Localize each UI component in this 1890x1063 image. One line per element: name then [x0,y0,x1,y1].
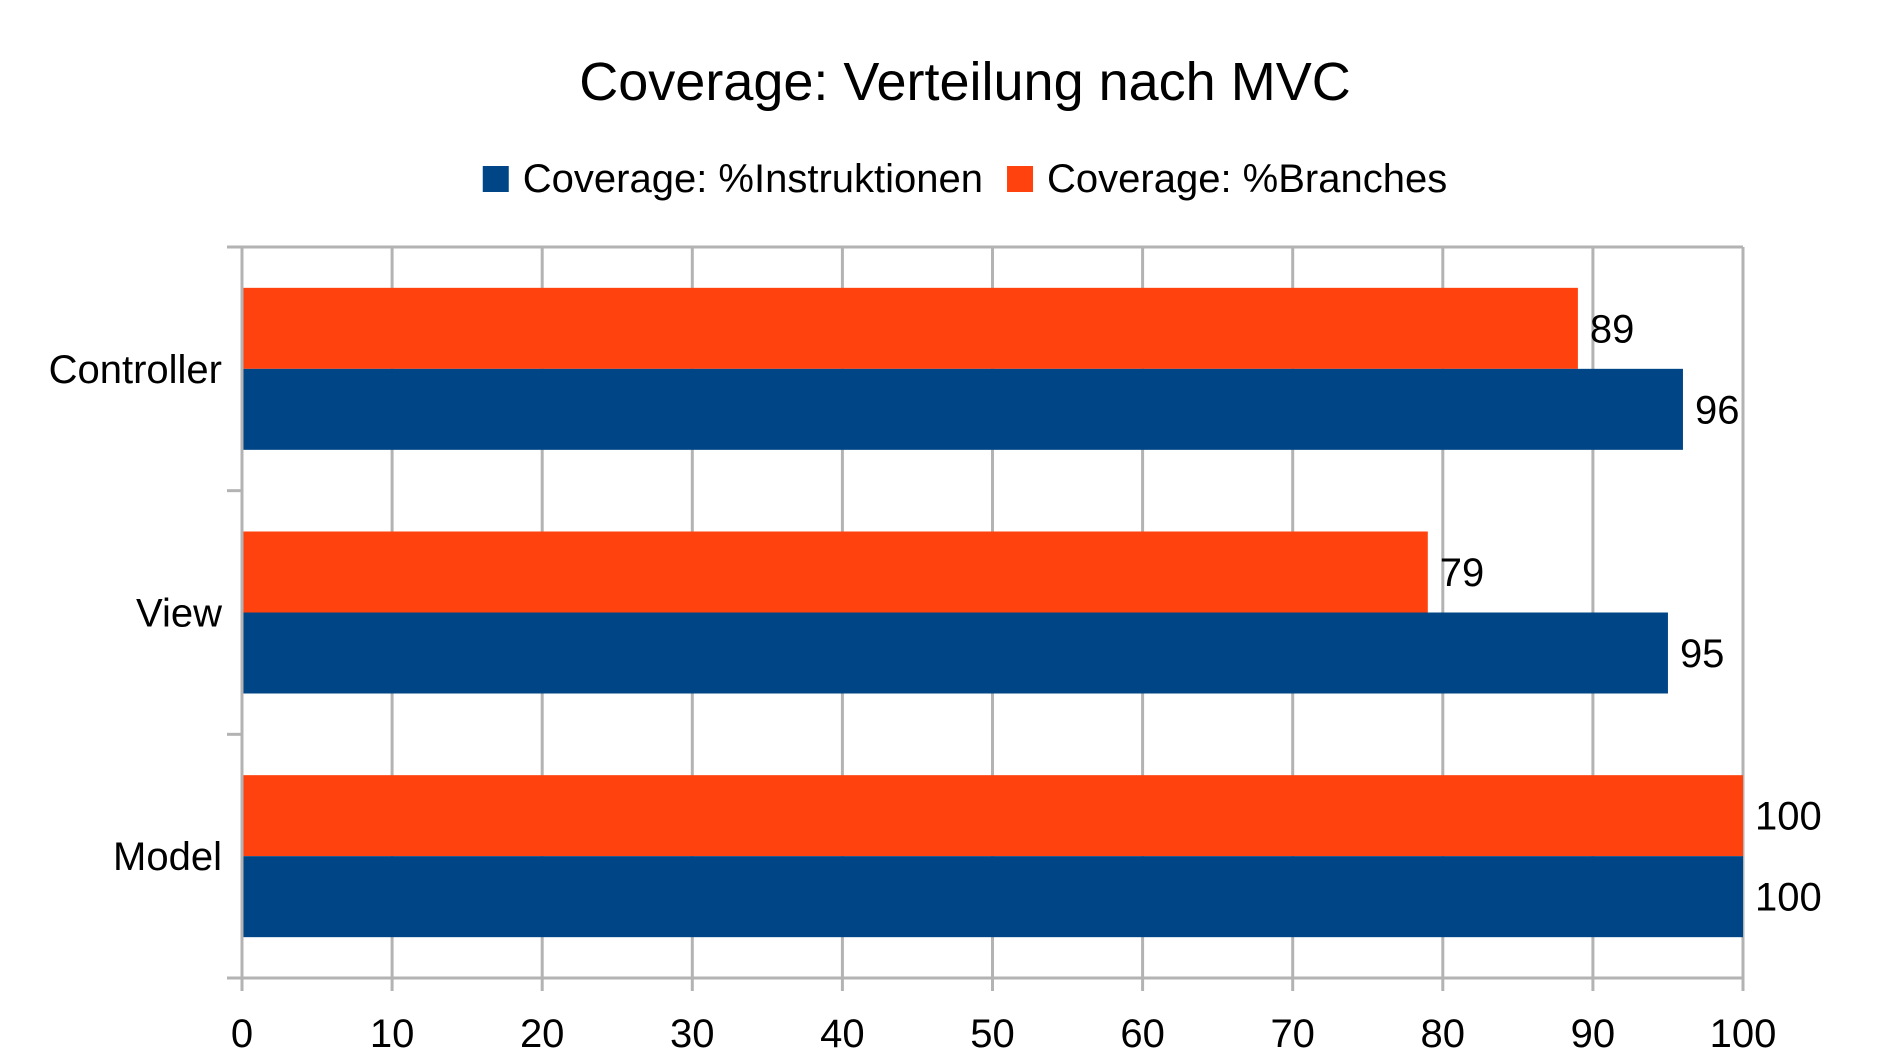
x-tick-label: 30 [670,1012,715,1056]
x-tick-label: 50 [970,1012,1015,1056]
legend: Coverage: %Instruktionen Coverage: %Branc… [482,157,1447,201]
legend-swatch [1007,166,1034,192]
data-label: 100 [1755,876,1822,920]
y-category-label: View [136,592,222,636]
data-label: 89 [1590,307,1635,351]
bars [242,287,1743,938]
y-category-label: Model [113,835,222,879]
data-label: 100 [1755,795,1822,839]
bar-branches [242,531,1428,613]
legend-swatch [482,166,509,192]
bar-instruktionen [242,856,1743,938]
y-category-label: Controller [49,348,222,392]
x-tick-label: 40 [820,1012,865,1056]
bar-branches [242,287,1578,369]
data-label: 95 [1680,632,1725,676]
x-tick-label: 20 [520,1012,565,1056]
x-tick-label: 0 [231,1012,253,1056]
x-tick-label: 70 [1270,1012,1315,1056]
legend-label: Coverage: %Branches [1047,157,1447,201]
x-tick-label: 90 [1571,1012,1616,1056]
x-tick-label: 80 [1421,1012,1466,1056]
x-tick-label: 10 [370,1012,415,1056]
legend-label: Coverage: %Instruktionen [523,157,983,201]
data-label: 96 [1695,388,1740,432]
labels: 0 10 20 30 40 50 60 70 80 90 100 Controller 89 96 View… [49,307,1822,1056]
bar-instruktionen [242,612,1668,694]
x-tick-label: 100 [1710,1012,1777,1056]
bar-instruktionen [242,368,1683,450]
x-tick-label: 60 [1120,1012,1165,1056]
data-label: 79 [1440,551,1485,595]
axes [227,245,1745,991]
bar-branches [242,775,1743,857]
chart-title: Coverage: Verteilung nach MVC [579,52,1350,112]
